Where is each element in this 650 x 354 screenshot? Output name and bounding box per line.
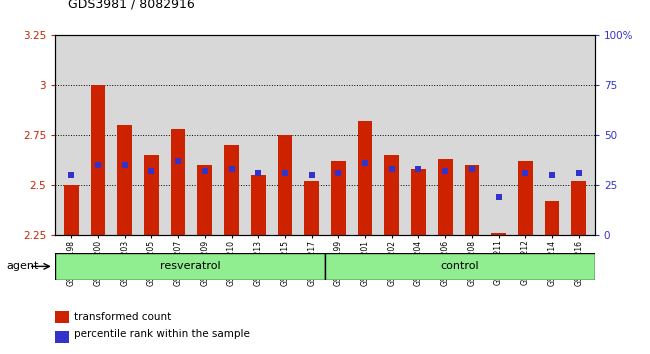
Bar xyxy=(144,155,159,235)
Bar xyxy=(491,233,506,235)
Bar xyxy=(518,161,532,235)
Text: GDS3981 / 8082916: GDS3981 / 8082916 xyxy=(68,0,195,11)
Text: transformed count: transformed count xyxy=(74,312,172,322)
Bar xyxy=(251,176,266,235)
Bar xyxy=(411,170,426,235)
Bar xyxy=(571,181,586,235)
Text: resveratrol: resveratrol xyxy=(160,261,220,272)
Bar xyxy=(118,125,132,235)
Bar xyxy=(171,130,185,235)
Bar xyxy=(384,155,399,235)
Bar xyxy=(465,165,479,235)
Text: percentile rank within the sample: percentile rank within the sample xyxy=(74,329,250,339)
Text: agent: agent xyxy=(6,261,39,272)
Bar xyxy=(224,145,239,235)
Bar xyxy=(438,159,452,235)
Bar xyxy=(545,201,560,235)
Bar xyxy=(90,85,105,235)
Bar xyxy=(64,185,79,235)
Bar xyxy=(55,253,325,280)
Bar xyxy=(304,181,319,235)
Bar xyxy=(331,161,346,235)
Bar xyxy=(278,135,292,235)
Text: control: control xyxy=(441,261,479,272)
Bar xyxy=(198,165,212,235)
Bar xyxy=(358,121,372,235)
Bar xyxy=(55,311,69,323)
Bar xyxy=(325,253,595,280)
Bar xyxy=(55,331,69,343)
